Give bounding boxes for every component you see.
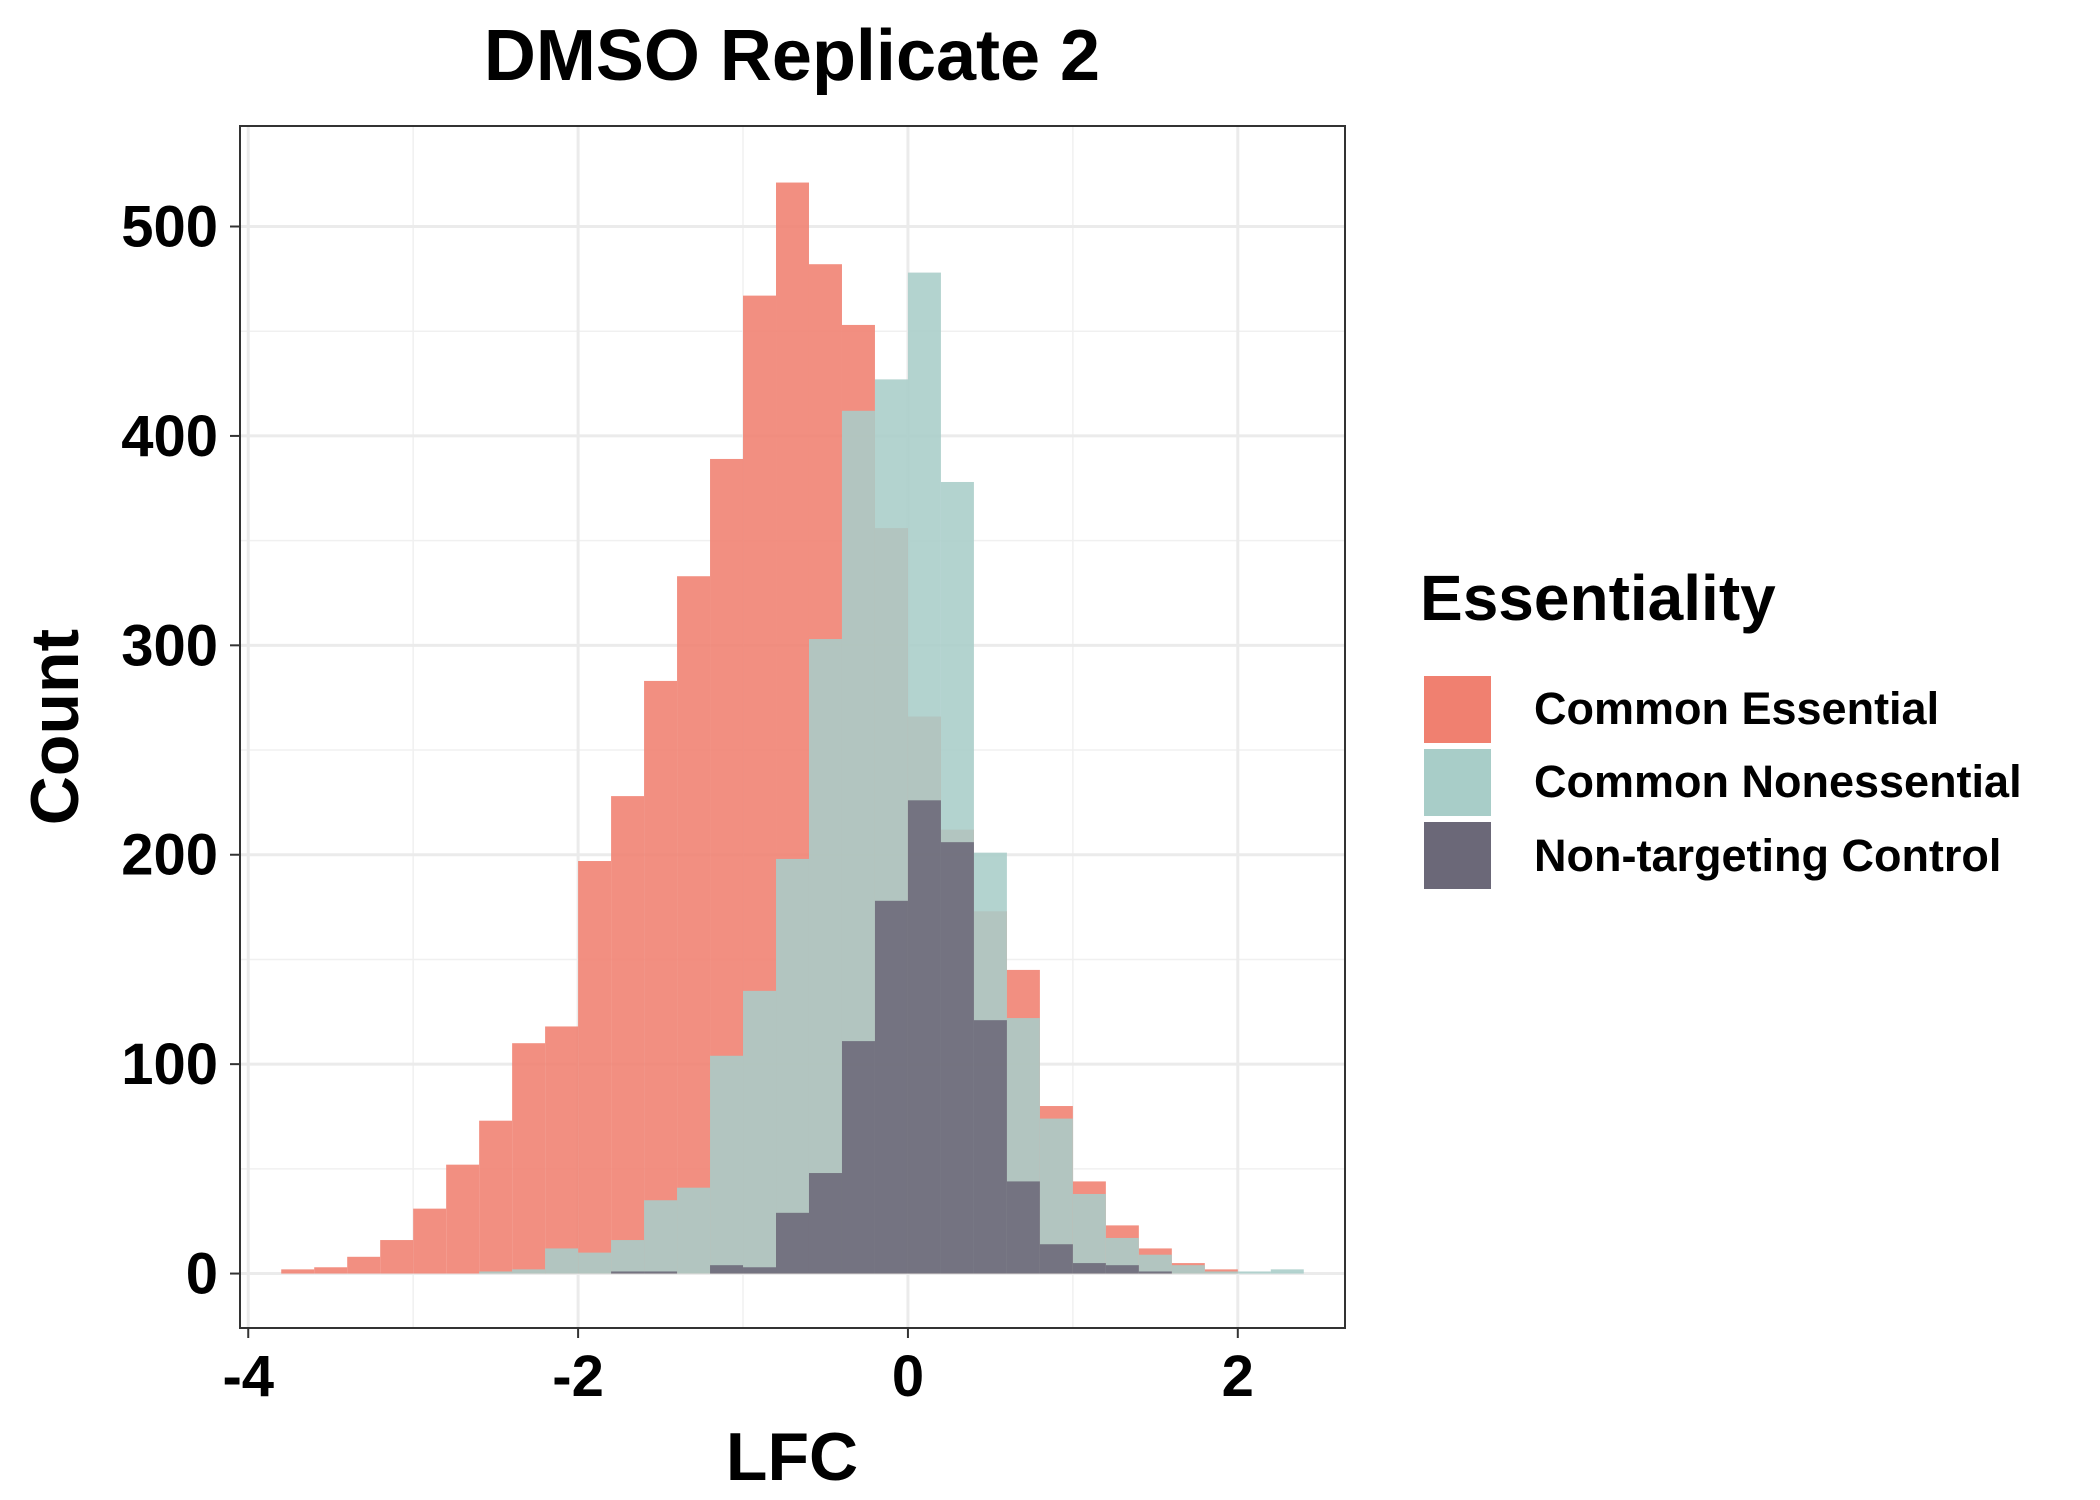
histogram-bar xyxy=(1270,1269,1304,1274)
histogram-bar xyxy=(710,1055,744,1274)
y-tick-labels: 0 100 200 300 400 500 xyxy=(121,195,218,1307)
x-tick-label: 0 xyxy=(892,1344,924,1409)
legend-label-common-essential: Common Essential xyxy=(1534,683,1939,734)
y-tick-label: 200 xyxy=(121,823,218,888)
histogram-bar xyxy=(776,858,809,1274)
histogram-bar xyxy=(1072,1263,1106,1274)
histogram-bar xyxy=(710,1265,744,1274)
y-tick-label: 500 xyxy=(121,195,218,260)
histogram-bar xyxy=(545,1248,579,1274)
histogram-bar xyxy=(644,1271,678,1274)
histogram-bar xyxy=(644,680,678,1274)
histogram-bar xyxy=(1039,1244,1073,1274)
histogram-bar xyxy=(1138,1254,1172,1274)
histogram-bar xyxy=(512,1269,546,1274)
histogram-bar xyxy=(512,1043,546,1274)
histogram-bar xyxy=(841,1041,875,1274)
histogram-bar xyxy=(644,1200,678,1274)
histogram-bar xyxy=(578,861,612,1274)
histogram-bar xyxy=(677,576,711,1274)
histogram-bar xyxy=(479,1271,513,1274)
histogram-bars xyxy=(281,182,1304,1274)
histogram-bar xyxy=(776,1212,809,1274)
histogram-bar xyxy=(611,1271,645,1274)
x-axis-label: LFC xyxy=(726,1419,858,1495)
histogram-bar xyxy=(479,1120,513,1274)
histogram-bar xyxy=(743,990,777,1274)
histogram-bar xyxy=(578,1252,612,1274)
y-tick-label: 300 xyxy=(121,613,218,678)
histogram-bar xyxy=(347,1256,381,1274)
histogram-bar xyxy=(1237,1271,1271,1274)
legend-key-common-nonessential xyxy=(1424,749,1491,816)
y-tick-label: 0 xyxy=(186,1242,218,1307)
histogram-bar xyxy=(874,900,908,1274)
histogram-bar xyxy=(808,639,842,1274)
legend-title: Essentiality xyxy=(1420,562,1776,634)
histogram-bar xyxy=(446,1164,480,1274)
histogram-bar xyxy=(611,796,645,1274)
y-tick-label: 400 xyxy=(121,404,218,469)
legend-label-common-nonessential: Common Nonessential xyxy=(1534,756,2022,807)
histogram-bar xyxy=(314,1267,348,1274)
histogram-bar xyxy=(1171,1265,1205,1274)
histogram-bar xyxy=(1072,1193,1106,1274)
histogram-bar xyxy=(973,1020,1007,1274)
chart-title: DMSO Replicate 2 xyxy=(484,16,1100,96)
histogram-bar xyxy=(940,842,974,1274)
axis-ticks xyxy=(230,225,1239,1338)
histogram-bar xyxy=(545,1026,579,1274)
histogram-bar xyxy=(1006,1181,1040,1274)
histogram-bar xyxy=(743,1267,777,1274)
histogram-bar xyxy=(281,1269,315,1274)
x-tick-labels: -4 -2 0 2 xyxy=(222,1344,1253,1409)
y-axis-label: Count xyxy=(17,629,93,825)
legend-key-non-targeting-control xyxy=(1424,822,1491,889)
histogram-bar xyxy=(1204,1271,1238,1274)
legend-key-common-essential xyxy=(1424,676,1491,743)
x-tick-label: -2 xyxy=(552,1344,604,1409)
histogram-bar xyxy=(1138,1271,1172,1274)
histogram-bar xyxy=(413,1208,447,1274)
histogram-bar xyxy=(611,1240,645,1274)
legend: Essentiality Common Essential Common Non… xyxy=(1420,562,2022,889)
histogram-bar xyxy=(677,1187,711,1274)
y-tick-label: 100 xyxy=(121,1032,218,1097)
histogram-bar xyxy=(808,1173,842,1274)
x-tick-label: 2 xyxy=(1222,1344,1254,1409)
legend-label-non-targeting-control: Non-targeting Control xyxy=(1534,830,2001,881)
plot-panel-border xyxy=(239,125,1346,1329)
histogram-bar xyxy=(1105,1265,1139,1274)
x-tick-label: -4 xyxy=(222,1344,274,1409)
histogram-bar xyxy=(380,1240,414,1274)
histogram-bar xyxy=(907,800,941,1274)
series-non-targeting-control xyxy=(611,800,1172,1274)
